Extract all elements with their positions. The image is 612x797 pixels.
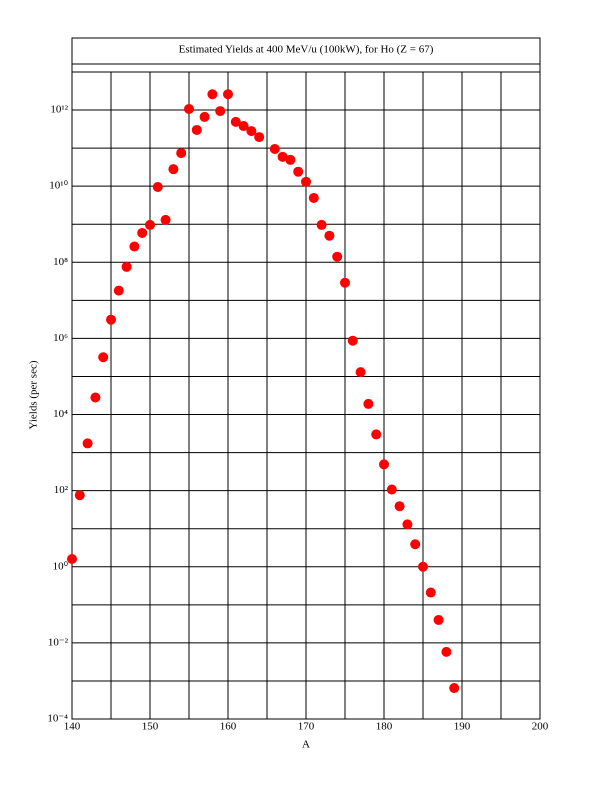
data-point <box>246 126 257 137</box>
data-point <box>137 227 148 238</box>
data-point <box>324 230 335 241</box>
data-point <box>379 459 389 470</box>
data-point <box>184 103 194 114</box>
x-tick-label: 150 <box>142 721 159 733</box>
y-tick-label: 10⁻² <box>48 636 69 648</box>
data-point <box>402 519 413 530</box>
data-point <box>316 219 327 230</box>
y-tick-label: 10⁸ <box>53 256 68 268</box>
data-point <box>74 490 85 501</box>
data-point <box>238 121 249 132</box>
x-tick-label: 190 <box>454 721 471 733</box>
data-point <box>394 501 405 512</box>
y-tick-label: 10⁻⁴ <box>47 713 68 725</box>
data-point <box>230 116 241 127</box>
data-point <box>145 219 155 230</box>
data-point <box>215 106 226 117</box>
data-point <box>301 176 311 187</box>
data-point <box>386 484 397 495</box>
data-point <box>207 89 218 100</box>
data-point <box>113 285 124 296</box>
x-tick-label: 160 <box>220 721 237 733</box>
data-point <box>332 251 343 262</box>
x-axis-label: A <box>302 739 310 751</box>
data-point <box>129 241 140 252</box>
data-point <box>277 151 288 162</box>
data-point <box>90 392 101 403</box>
data-point <box>176 148 187 159</box>
x-tick-label: 140 <box>64 721 81 733</box>
y-tick-label: 10¹⁰ <box>49 180 68 192</box>
data-point <box>410 539 421 550</box>
y-tick-label: 10⁶ <box>53 332 68 344</box>
data-point <box>106 314 116 325</box>
data-point <box>223 89 233 100</box>
data-point <box>418 561 428 572</box>
data-point <box>293 166 304 177</box>
data-point <box>441 646 452 657</box>
y-tick-label: 10¹² <box>50 104 68 116</box>
data-point <box>285 154 296 165</box>
chart-title: Estimated Yields at 400 MeV/u (100kW), f… <box>179 44 434 56</box>
data-point <box>308 192 319 203</box>
x-tick-label: 170 <box>298 721 315 733</box>
y-tick-label: 10⁰ <box>53 560 69 572</box>
data-point <box>67 553 77 564</box>
data-point <box>152 182 163 193</box>
data-point <box>433 614 444 625</box>
data-point <box>121 261 132 272</box>
data-point <box>191 124 202 135</box>
y-axis-label: Yields (per sec) <box>28 360 40 429</box>
data-point <box>168 164 179 175</box>
data-point <box>363 398 374 409</box>
data-point <box>98 352 109 363</box>
data-point <box>449 683 460 694</box>
data-point <box>425 587 436 598</box>
data-point <box>347 335 358 346</box>
data-point <box>254 132 265 143</box>
x-tick-label: 180 <box>376 721 393 733</box>
data-point <box>355 367 366 378</box>
data-point <box>160 214 171 225</box>
data-point <box>269 143 280 154</box>
y-tick-label: 10⁴ <box>53 408 68 420</box>
y-tick-label: 10² <box>54 484 69 496</box>
data-point <box>371 429 382 440</box>
data-point <box>199 111 210 122</box>
data-point <box>340 277 350 288</box>
x-tick-label: 200 <box>532 721 549 733</box>
data-point <box>82 438 93 449</box>
